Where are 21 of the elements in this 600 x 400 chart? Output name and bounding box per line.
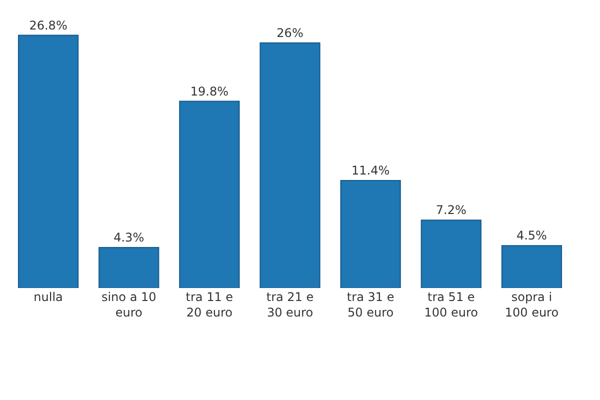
bar	[260, 42, 320, 288]
data-label: 11.4%	[352, 164, 390, 178]
x-tick-label: tra 31 e 50 euro	[346, 290, 394, 320]
data-label: 26.8%	[29, 18, 68, 32]
data-label: 7.2%	[436, 203, 466, 218]
bar	[420, 220, 482, 288]
bar	[18, 34, 79, 288]
x-tick-label: sino a 10 euro	[101, 290, 156, 320]
x-tick-label: tra 51 e 100 euro	[424, 290, 478, 320]
data-label: 4.5%	[516, 228, 547, 243]
x-tick-label: tra 11 e 20 euro	[186, 290, 234, 320]
data-label: 26%	[276, 26, 304, 40]
x-tick-label: sopra i 100 euro	[504, 290, 559, 320]
x-tick-label: tra 21 e 30 euro	[266, 290, 314, 320]
x-tick-label: nulla	[34, 290, 63, 304]
data-label: 4.3%	[114, 230, 144, 244]
bar	[501, 245, 562, 288]
bar	[98, 246, 160, 288]
bar	[179, 100, 240, 288]
bar	[340, 180, 401, 288]
data-label: 19.8%	[190, 84, 228, 98]
